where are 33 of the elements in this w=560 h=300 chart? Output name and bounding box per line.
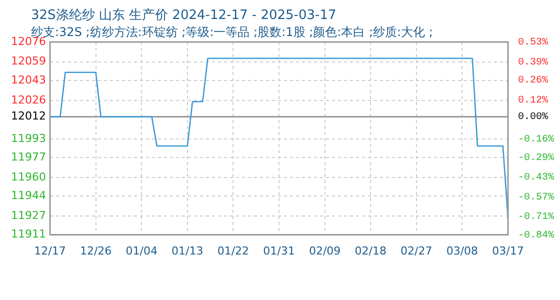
y-tick-label: 11977 — [11, 150, 46, 164]
y2-tick-label: -0.43% — [518, 172, 554, 184]
y-tick-label: 11944 — [11, 189, 46, 202]
y2-tick-label: 0.00% — [518, 112, 548, 124]
y2-tick-label: -0.16% — [518, 134, 554, 146]
y2-tick-label: 0.39% — [518, 57, 548, 68]
y2-tick-label: 0.53% — [518, 38, 548, 49]
x-tick-label: 02/27 — [400, 244, 432, 258]
y2-tick-label: -0.71% — [518, 212, 554, 224]
x-tick-label: 02/09 — [308, 244, 341, 258]
x-tick-label: 12/26 — [80, 244, 112, 258]
y-tick-label: 11960 — [11, 170, 46, 184]
x-tick-label: 12/17 — [34, 244, 66, 258]
y2-tick-label: -0.57% — [518, 192, 554, 204]
y-tick-label: 11911 — [11, 228, 46, 241]
y2-tick-label: -0.84% — [518, 230, 554, 242]
x-tick-label: 03/08 — [446, 244, 478, 258]
x-tick-label: 01/13 — [172, 244, 204, 258]
y-tick-label: 12059 — [11, 54, 46, 68]
y-tick-label: 12043 — [11, 73, 46, 86]
x-tick-label: 03/17 — [492, 244, 524, 258]
y2-tick-label: -0.29% — [518, 153, 554, 164]
x-tick-label: 01/31 — [263, 244, 295, 258]
x-tick-label: 01/22 — [217, 244, 250, 258]
y-tick-label: 11927 — [11, 208, 46, 222]
x-tick-label: 02/18 — [354, 244, 386, 258]
y-tick-label: 12012 — [11, 110, 46, 123]
x-tick-label: 01/04 — [126, 244, 158, 258]
y2-tick-label: 0.26% — [518, 76, 548, 87]
y2-tick-label: 0.12% — [518, 95, 548, 106]
y-tick-label: 11993 — [11, 132, 46, 145]
y-tick-label: 12026 — [11, 93, 46, 106]
chart-title: 32S涤纶纱 山东 生产价 2024-12-17 - 2025-03-17 — [31, 7, 336, 24]
